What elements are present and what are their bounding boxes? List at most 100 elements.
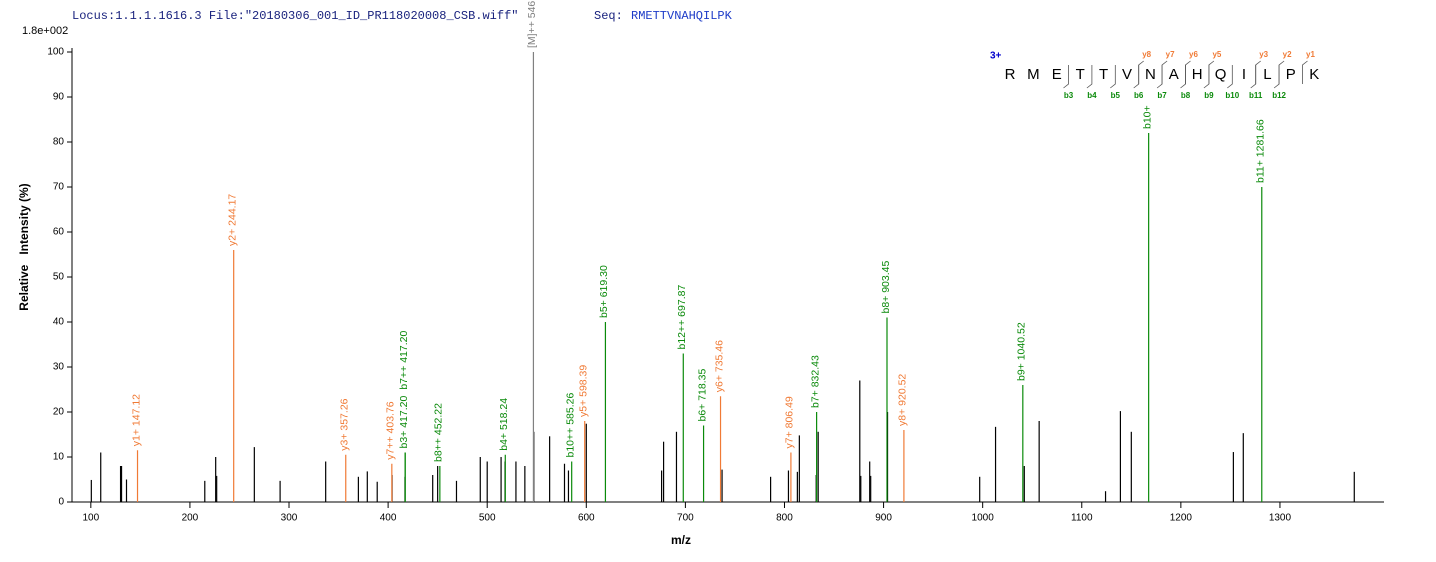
residue: R	[1005, 66, 1016, 83]
peak-label: y7++ 403.76	[385, 401, 397, 460]
b-ion-label: b8	[1181, 91, 1191, 100]
header: Locus:1.1.1.1616.3 File:"20180306_001_ID…	[72, 9, 518, 23]
residue: L	[1263, 66, 1271, 83]
peak-label: b3+ 417.20	[398, 395, 410, 448]
x-tick-label: 700	[677, 513, 694, 524]
b-bracket	[1227, 65, 1233, 89]
b-bracket	[1250, 65, 1257, 89]
y-ion-label: y6	[1189, 50, 1198, 59]
y-axis-title: Relative Intensity (%)	[17, 183, 31, 310]
x-tick-label: 500	[479, 513, 496, 524]
x-tick-label: 100	[82, 513, 99, 524]
peak-label: b8++ 452.22	[433, 403, 445, 462]
peak-label: b10+	[1141, 105, 1153, 129]
y-ion-label: y8	[1142, 50, 1151, 59]
peak-label: y7+ 806.49	[784, 396, 796, 448]
b-bracket	[1063, 65, 1069, 89]
y-ion-label: y3	[1259, 50, 1268, 59]
b-bracket	[1273, 65, 1280, 89]
y-tick-label: 50	[53, 272, 65, 283]
scale-label: 1.8e+002	[22, 25, 68, 37]
b-ion-label: b4	[1087, 91, 1097, 100]
b-bracket	[1156, 65, 1163, 89]
seq-label: Seq:	[594, 9, 623, 23]
b-ion-label: b9	[1204, 91, 1214, 100]
peak-label: b8+ 903.45	[880, 260, 892, 313]
x-tick-label: 800	[776, 513, 793, 524]
residue: H	[1192, 66, 1203, 83]
y-bracket	[1185, 60, 1191, 84]
peak-label: [M]++ 546.64	[526, 0, 538, 48]
peak-label: b9+ 1040.52	[1016, 322, 1028, 381]
peak-label: y6+ 735.46	[713, 340, 725, 392]
peak-label: b6+ 718.35	[696, 368, 708, 421]
x-tick-label: 1000	[972, 513, 995, 524]
residue: M	[1027, 66, 1040, 83]
b-bracket	[1086, 65, 1093, 89]
x-tick-label: 1100	[1071, 513, 1093, 524]
x-tick-label: 1300	[1269, 513, 1292, 524]
peak-label: y8+ 920.52	[897, 374, 909, 426]
charge-label: 3+	[990, 51, 1002, 62]
peak-label: y2+ 244.17	[226, 194, 238, 246]
peak-label: y1+ 147.12	[130, 394, 142, 446]
y-ion-label: y2	[1283, 50, 1292, 59]
x-axis-title: m/z	[671, 533, 691, 547]
x-tick-label: 900	[875, 513, 892, 524]
peak-label: b4+ 518.24	[498, 398, 510, 451]
b-bracket	[1203, 65, 1210, 89]
x-tick-label: 200	[182, 513, 199, 524]
y-bracket	[1255, 60, 1261, 84]
peak-label: b10++ 585.26	[564, 393, 576, 458]
peak-label: b7+ 832.43	[809, 355, 821, 408]
y-tick-label: 80	[53, 137, 65, 148]
residue: T	[1076, 66, 1085, 83]
y-tick-label: 40	[53, 317, 65, 328]
peak-label: b11+ 1281.66	[1255, 119, 1267, 183]
peak-label: y5+ 598.39	[577, 365, 589, 417]
y-ion-label: y7	[1166, 50, 1175, 59]
y-bracket	[1208, 60, 1215, 84]
y-bracket	[1138, 60, 1144, 84]
peak-label: y3+ 357.26	[339, 398, 351, 450]
y-tick-label: 90	[53, 92, 65, 103]
residue: A	[1169, 66, 1179, 83]
y-tick-label: 10	[53, 452, 65, 463]
y-tick-label: 30	[53, 362, 65, 373]
b-ion-label: b12	[1272, 91, 1286, 100]
x-tick-label: 400	[380, 513, 397, 524]
peak-label: b12++ 697.87	[676, 285, 688, 350]
residue: P	[1286, 66, 1296, 83]
b-bracket	[1133, 65, 1140, 89]
y-bracket	[1278, 60, 1285, 84]
y-bracket	[1302, 60, 1308, 84]
y-tick-label: 100	[47, 47, 64, 58]
y-tick-label: 0	[58, 497, 64, 508]
b-ion-label: b7	[1157, 91, 1167, 100]
b-bracket	[1110, 65, 1116, 89]
residue: T	[1099, 66, 1108, 83]
peak-label: b7++ 417.20	[398, 331, 410, 390]
y-tick-label: 20	[53, 407, 65, 418]
residue: Q	[1215, 66, 1227, 83]
x-tick-label: 1200	[1170, 513, 1193, 524]
y-ion-label: y1	[1306, 50, 1315, 59]
seq: RMETTVNAHQILPK	[631, 9, 733, 23]
b-ion-label: b5	[1111, 91, 1121, 100]
residue: K	[1309, 66, 1319, 83]
y-tick-label: 60	[53, 227, 65, 238]
b-ion-label: b3	[1064, 91, 1074, 100]
residue: I	[1242, 66, 1246, 83]
residue: V	[1122, 66, 1132, 83]
b-bracket	[1180, 65, 1186, 89]
y-ion-label: y5	[1212, 50, 1221, 59]
peak-label: b5+ 619.30	[598, 265, 610, 318]
b-ion-label: b10	[1225, 91, 1239, 100]
y-tick-label: 70	[53, 182, 65, 193]
residue: E	[1052, 66, 1062, 83]
b-ion-label: b6	[1134, 91, 1144, 100]
residue: N	[1145, 66, 1156, 83]
x-tick-label: 600	[578, 513, 595, 524]
y-bracket	[1161, 60, 1168, 84]
